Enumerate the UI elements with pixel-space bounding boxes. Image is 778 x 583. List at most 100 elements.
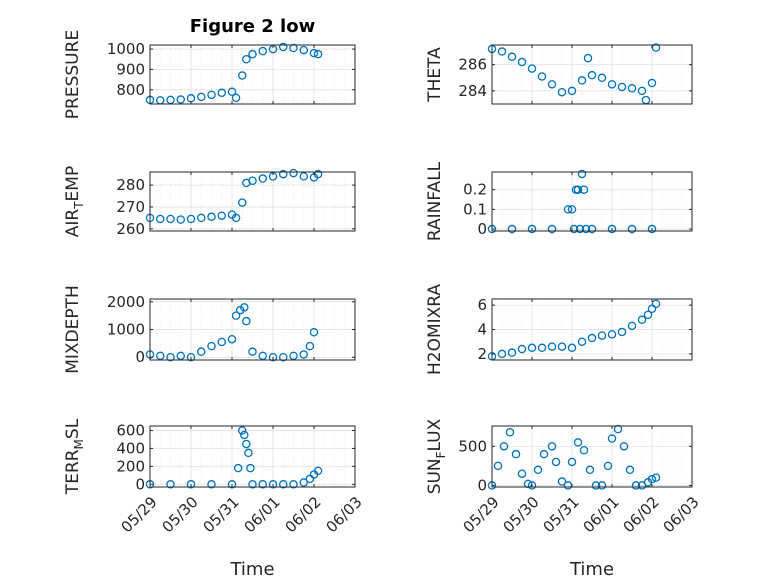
data-point — [227, 334, 237, 344]
data-point — [196, 92, 206, 102]
data-point — [176, 351, 185, 361]
data-point — [637, 86, 647, 96]
y-axis-label-text: PRESSURE — [63, 30, 83, 119]
data-point — [242, 54, 251, 64]
data-point — [242, 439, 251, 449]
y-axis-label: TERRMSL — [63, 418, 86, 495]
data-point — [607, 330, 617, 339]
data-point — [309, 48, 319, 58]
data-point — [617, 327, 627, 337]
data-point — [517, 469, 527, 478]
y-tick-label: 4 — [477, 321, 487, 339]
data-point — [166, 352, 175, 362]
data-point — [207, 341, 216, 351]
data-point — [567, 457, 577, 467]
data-point — [248, 49, 257, 59]
data-point — [507, 52, 517, 62]
data-point — [237, 426, 247, 435]
y-tick-label: 280 — [116, 176, 145, 194]
data-point — [527, 224, 537, 234]
y-axis-label-suffix: LUX — [425, 418, 445, 451]
data-point — [517, 57, 527, 67]
y-axis-label: SUNFLUX — [425, 418, 448, 494]
y-tick-label: 0 — [477, 476, 487, 494]
data-point — [647, 474, 657, 484]
y-tick-label: 1000 — [107, 40, 145, 58]
data-point — [166, 480, 175, 489]
data-point — [651, 299, 661, 309]
subplot-1: 800 900 1000 PRESSURE Figure 2 low — [63, 16, 356, 119]
data-point — [647, 224, 657, 234]
data-point — [166, 214, 175, 224]
axes-frame — [491, 425, 693, 488]
data-point — [643, 310, 653, 320]
data-point — [583, 53, 593, 63]
data-point — [577, 76, 587, 85]
data-point — [299, 45, 308, 55]
y-tick-label: 2000 — [107, 293, 145, 311]
data-point — [186, 214, 196, 224]
data-point — [186, 480, 196, 489]
y-tick-label: 0.2 — [463, 181, 487, 199]
y-tick-label: 0.1 — [463, 200, 487, 218]
data-point — [587, 224, 597, 234]
data-point — [217, 337, 226, 347]
data-point — [597, 331, 607, 340]
data-point — [217, 88, 226, 98]
data-point — [587, 70, 597, 80]
data-point — [246, 463, 255, 473]
x-axis-label: Time — [569, 559, 614, 580]
data-point — [507, 348, 517, 357]
data-point — [268, 480, 278, 489]
data-point — [619, 442, 629, 451]
data-point — [233, 463, 243, 473]
data-point — [278, 352, 288, 362]
data-point — [207, 212, 216, 222]
data-point — [511, 449, 521, 459]
y-tick-label: 6 — [477, 296, 487, 314]
y-tick-label: 0 — [135, 475, 145, 493]
data-point — [196, 213, 206, 223]
data-point — [527, 343, 537, 353]
y-axis-label: MIXDEPTH — [63, 285, 83, 374]
data-point — [627, 321, 637, 331]
y-tick-label: 0 — [135, 348, 145, 366]
data-point — [289, 351, 298, 361]
y-axis-label-subscript: F — [434, 451, 448, 458]
data-point — [231, 213, 241, 223]
y-axis-label: RAINFALL — [425, 161, 445, 241]
data-point — [248, 347, 257, 356]
data-point — [587, 333, 597, 343]
axes-frame — [149, 171, 356, 232]
data-point — [240, 430, 249, 440]
data-point — [651, 473, 661, 482]
y-tick-label: 286 — [458, 56, 487, 74]
y-tick-label: 2 — [477, 345, 487, 363]
data-point — [258, 174, 267, 183]
data-point — [207, 480, 216, 489]
y-tick-label: 270 — [116, 198, 145, 216]
y-axis-label-text: RAINFALL — [425, 161, 445, 241]
data-point — [597, 481, 607, 490]
data-point — [539, 449, 549, 459]
y-axis-label-text: THETA — [425, 47, 445, 103]
data-point — [258, 351, 267, 361]
y-tick-label: 260 — [116, 220, 145, 238]
data-point — [551, 457, 561, 467]
y-axis-label-text: H2OMIXRA — [425, 284, 445, 375]
data-point — [547, 442, 557, 451]
data-point — [278, 169, 288, 179]
data-point — [176, 215, 185, 224]
data-point — [577, 169, 587, 179]
data-point — [547, 80, 557, 89]
data-point — [186, 352, 196, 362]
y-axis-label: AIRTEMP — [63, 166, 86, 237]
data-point — [527, 64, 537, 73]
y-axis-label: PRESSURE — [63, 30, 83, 119]
data-point — [517, 344, 527, 354]
data-point — [289, 480, 298, 489]
data-point — [631, 481, 641, 490]
data-point — [289, 168, 298, 178]
data-point — [617, 82, 627, 92]
